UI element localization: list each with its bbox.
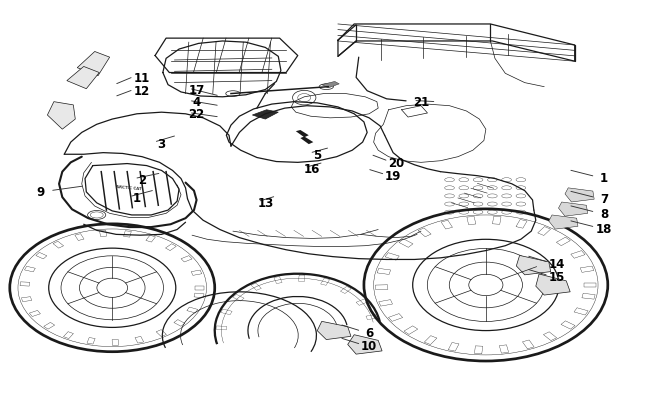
Text: 1: 1 [600, 172, 608, 185]
Text: 1: 1 [133, 192, 141, 205]
Bar [135, 337, 144, 343]
Bar [523, 340, 534, 349]
Text: 11: 11 [134, 72, 150, 85]
Bar [181, 256, 192, 262]
Bar [582, 294, 595, 299]
Bar [538, 227, 551, 236]
Text: 10: 10 [361, 339, 377, 352]
Bar [274, 277, 282, 284]
Bar [53, 242, 64, 249]
Bar [87, 338, 95, 344]
Bar [75, 234, 84, 241]
Bar [584, 283, 596, 288]
Bar [174, 320, 185, 326]
Text: 20: 20 [388, 156, 404, 169]
Bar [418, 228, 431, 237]
Text: 18: 18 [595, 222, 612, 235]
Bar [399, 239, 413, 248]
Polygon shape [296, 131, 309, 138]
Polygon shape [549, 215, 578, 230]
Bar [561, 321, 575, 329]
Bar [424, 336, 437, 345]
Bar [448, 343, 459, 351]
Polygon shape [565, 188, 594, 202]
Bar [385, 253, 399, 260]
Text: 5: 5 [313, 148, 321, 161]
Polygon shape [317, 322, 351, 340]
Text: 3: 3 [157, 137, 166, 151]
Bar [320, 279, 330, 286]
Bar [474, 346, 483, 354]
Bar [44, 322, 55, 329]
Bar [216, 326, 227, 330]
Polygon shape [47, 102, 75, 130]
Text: 14: 14 [549, 257, 566, 270]
Text: 17: 17 [188, 84, 205, 97]
Bar [191, 271, 202, 276]
Bar [467, 217, 476, 225]
Polygon shape [558, 202, 588, 217]
Bar [156, 330, 166, 337]
Text: 2: 2 [138, 174, 146, 187]
Bar [298, 275, 305, 282]
Bar [187, 307, 198, 313]
Bar [574, 308, 588, 315]
Bar [21, 297, 32, 302]
Bar [556, 238, 570, 246]
Text: 19: 19 [385, 170, 401, 183]
Polygon shape [348, 335, 382, 354]
Bar [341, 287, 351, 294]
Text: 8: 8 [600, 207, 608, 220]
Text: 16: 16 [304, 163, 320, 176]
Text: 9: 9 [37, 186, 45, 199]
Bar [516, 220, 527, 228]
Bar [112, 340, 118, 345]
Polygon shape [322, 82, 339, 89]
Bar [571, 251, 585, 258]
Bar [194, 293, 204, 298]
Bar [356, 299, 368, 306]
Bar [221, 309, 232, 315]
Bar [441, 221, 452, 230]
Bar [20, 282, 30, 286]
Bar [146, 236, 155, 243]
Bar [580, 266, 594, 273]
Text: 22: 22 [188, 108, 205, 121]
Bar [233, 294, 244, 301]
Polygon shape [77, 52, 110, 77]
Bar [29, 311, 40, 317]
Text: 7: 7 [600, 193, 608, 206]
Text: 15: 15 [549, 271, 566, 284]
Text: 13: 13 [257, 197, 274, 210]
Text: 21: 21 [413, 96, 429, 109]
Bar [493, 217, 501, 225]
Bar [166, 244, 176, 251]
Bar [25, 266, 35, 272]
Bar [366, 315, 377, 320]
Polygon shape [252, 111, 278, 120]
Bar [379, 300, 393, 306]
Text: 6: 6 [365, 326, 373, 339]
Polygon shape [536, 274, 570, 295]
Bar [99, 231, 107, 237]
Bar [195, 286, 205, 290]
Bar [377, 269, 391, 275]
Polygon shape [300, 137, 313, 145]
Polygon shape [516, 256, 551, 275]
Bar [251, 284, 261, 290]
Bar [389, 314, 402, 322]
Bar [543, 332, 556, 341]
Bar [376, 285, 388, 290]
Bar [404, 326, 418, 335]
Bar [124, 231, 131, 237]
Text: 12: 12 [134, 85, 150, 98]
Text: ARCTIC CAT: ARCTIC CAT [116, 184, 142, 190]
Bar [64, 332, 73, 339]
Text: 4: 4 [192, 96, 201, 109]
Bar [36, 253, 47, 259]
Bar [499, 345, 508, 353]
Polygon shape [67, 67, 99, 90]
